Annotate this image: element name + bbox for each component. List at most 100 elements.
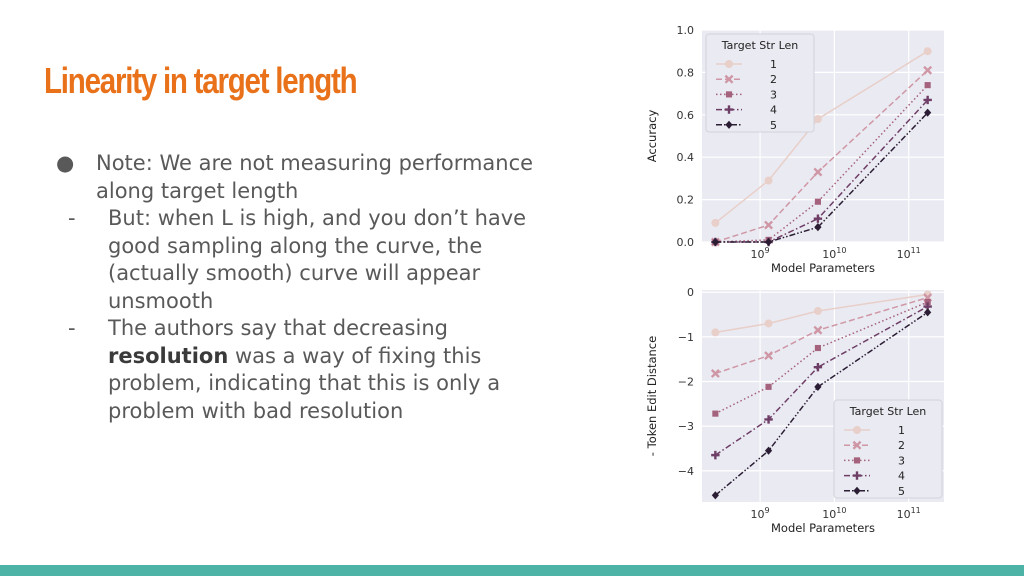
data-point — [923, 95, 932, 105]
legend-marker — [724, 105, 734, 114]
y-tick-label: −4 — [678, 465, 694, 478]
data-point — [813, 214, 823, 223]
x-tick-label: 1011 — [897, 246, 921, 261]
data-point — [813, 167, 823, 177]
sub-bullet-marker: - — [68, 316, 76, 340]
y-axis-label: - Token Edit Distance — [645, 336, 659, 456]
legend-label: 5 — [898, 485, 905, 498]
y-tick-label: 0.2 — [677, 194, 695, 207]
series-line — [714, 311, 929, 496]
sub-bullet-item: - But: when L is high, and you don’t hav… — [56, 205, 556, 315]
legend-marker — [724, 74, 734, 84]
x-tick-label: 109 — [751, 506, 770, 521]
bullet-list: ● Note: We are not measuring performance… — [56, 150, 556, 425]
data-point — [813, 325, 823, 335]
sub-bullet-marker: - — [68, 206, 76, 230]
y-tick-label: −2 — [678, 375, 694, 388]
sub-bullet-text: But: when L is high, and you don’t have … — [108, 206, 527, 313]
sub-bullet-bold-text: resolution — [108, 343, 229, 368]
x-axis-label: Model Parameters — [771, 261, 875, 275]
y-tick-label: −1 — [678, 331, 694, 344]
data-point — [712, 410, 719, 417]
legend-label: 1 — [770, 58, 777, 71]
data-point — [924, 308, 932, 317]
data-point — [923, 47, 932, 56]
data-point — [764, 351, 774, 361]
accuracy-chart: 0.0 0.2 0.4 0.6 0.8 1.0 109 1010 1011 Model Param… — [645, 24, 944, 275]
data-point — [924, 298, 931, 306]
series-line — [715, 112, 929, 243]
slide-title: Linearity in target length — [44, 60, 358, 101]
data-point — [710, 369, 720, 378]
series-line — [714, 50, 929, 224]
data-point — [924, 108, 932, 117]
legend-label: 4 — [770, 104, 777, 117]
x-tick-label: 109 — [751, 246, 770, 261]
legend-marker — [852, 440, 862, 450]
data-point — [764, 415, 773, 424]
legend-label: 2 — [770, 73, 777, 86]
series-4 — [711, 302, 932, 460]
series-line — [715, 293, 928, 334]
data-point — [764, 319, 773, 328]
legend: Target Str Len 1 2 3 4 5 — [705, 33, 815, 133]
legend-label: 5 — [770, 119, 777, 132]
y-tick-label: 0.6 — [677, 109, 695, 122]
legend-label: 4 — [898, 470, 905, 483]
y-tick-label: −3 — [678, 420, 694, 433]
y-tick-label: 0 — [687, 286, 694, 299]
accent-bar — [0, 565, 1024, 576]
bullet-item: ● Note: We are not measuring performance… — [56, 150, 556, 205]
data-point — [765, 383, 772, 390]
legend-label: 1 — [898, 424, 905, 437]
data-point — [814, 198, 821, 205]
y-tick-label: 0.8 — [677, 66, 695, 79]
legend-title: Target Str Len — [849, 405, 927, 418]
legend-marker — [725, 120, 733, 129]
series-3 — [712, 298, 931, 417]
data-point — [814, 382, 822, 391]
legend-label: 3 — [770, 88, 777, 101]
sub-bullet-text-before: The authors say that decreasing — [108, 316, 448, 340]
series-line — [715, 69, 929, 243]
legend-marker — [853, 486, 861, 495]
legend-box — [833, 399, 943, 499]
data-point — [764, 176, 773, 185]
x-tick-label: 1010 — [822, 506, 846, 521]
y-tick-label: 0.0 — [677, 236, 695, 249]
data-point — [924, 82, 931, 89]
legend-title: Target Str Len — [721, 39, 799, 52]
legend-marker — [725, 91, 733, 98]
data-point — [711, 218, 720, 227]
sub-bullet-item: - The authors say that decreasing resolu… — [56, 315, 556, 425]
data-point — [764, 220, 774, 230]
series-line — [715, 84, 929, 243]
legend: Target Str Len 1 2 3 4 5 — [833, 399, 943, 499]
sub-bullet-text-after: was a way of fixing this problem, indica… — [108, 343, 501, 423]
edit-distance-chart: −4 −3 −2 −1 0 109 1010 1011 Model Parameters - To… — [645, 286, 944, 535]
data-point — [813, 115, 822, 124]
bullet-marker: ● — [56, 151, 75, 175]
legend-label: 2 — [898, 439, 905, 452]
bullet-text: Note: We are not measuring performance a… — [96, 151, 534, 203]
y-tick-label: 0.4 — [677, 151, 695, 164]
data-point — [814, 344, 821, 352]
legend-marker — [725, 60, 733, 68]
legend-box — [705, 33, 815, 133]
data-point — [813, 306, 822, 315]
y-axis-label: Accuracy — [645, 110, 659, 163]
y-tick-label: 1.0 — [677, 24, 695, 37]
data-point — [813, 363, 823, 372]
legend-marker — [852, 471, 862, 480]
x-tick-label: 1010 — [822, 246, 846, 261]
legend-marker — [853, 457, 861, 464]
data-point — [711, 450, 720, 460]
series-line — [715, 296, 928, 375]
data-point — [923, 65, 933, 75]
legend-label: 3 — [898, 454, 905, 467]
data-point — [711, 328, 720, 337]
legend-marker — [853, 426, 861, 434]
x-axis-label: Model Parameters — [771, 521, 875, 535]
series-1 — [711, 47, 932, 227]
x-tick-label: 1011 — [897, 506, 921, 521]
